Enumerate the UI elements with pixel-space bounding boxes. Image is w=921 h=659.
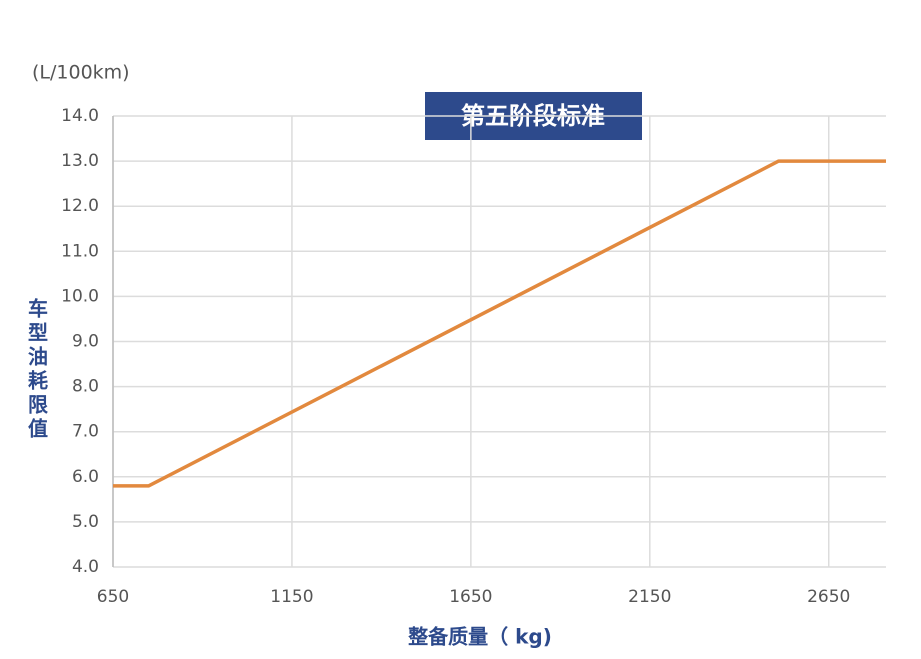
x-axis-label: 整备质量（ kg) [407, 625, 552, 649]
x-tick-label: 1650 [449, 587, 492, 607]
x-tick-label: 650 [97, 587, 129, 607]
y-tick-label: 14.0 [61, 106, 99, 126]
y-unit: (L/100km) [32, 62, 130, 84]
y-tick-label: 6.0 [72, 467, 99, 487]
y-axis-label: 车型油耗限值 [25, 297, 49, 442]
y-tick-label: 4.0 [72, 557, 99, 577]
y-tick-label: 13.0 [61, 151, 99, 171]
y-tick-label: 9.0 [72, 332, 99, 352]
x-tick-label: 2650 [807, 587, 850, 607]
y-tick-label: 7.0 [72, 422, 99, 442]
y-tick-label: 8.0 [72, 377, 99, 397]
y-tick-label: 11.0 [61, 241, 99, 261]
y-tick-label: 5.0 [72, 512, 99, 532]
x-tick-label: 2150 [628, 587, 671, 607]
x-tick-label: 1150 [270, 587, 313, 607]
y-tick-label: 10.0 [61, 286, 99, 306]
y-tick-label: 12.0 [61, 196, 99, 216]
data-line [113, 159, 886, 488]
